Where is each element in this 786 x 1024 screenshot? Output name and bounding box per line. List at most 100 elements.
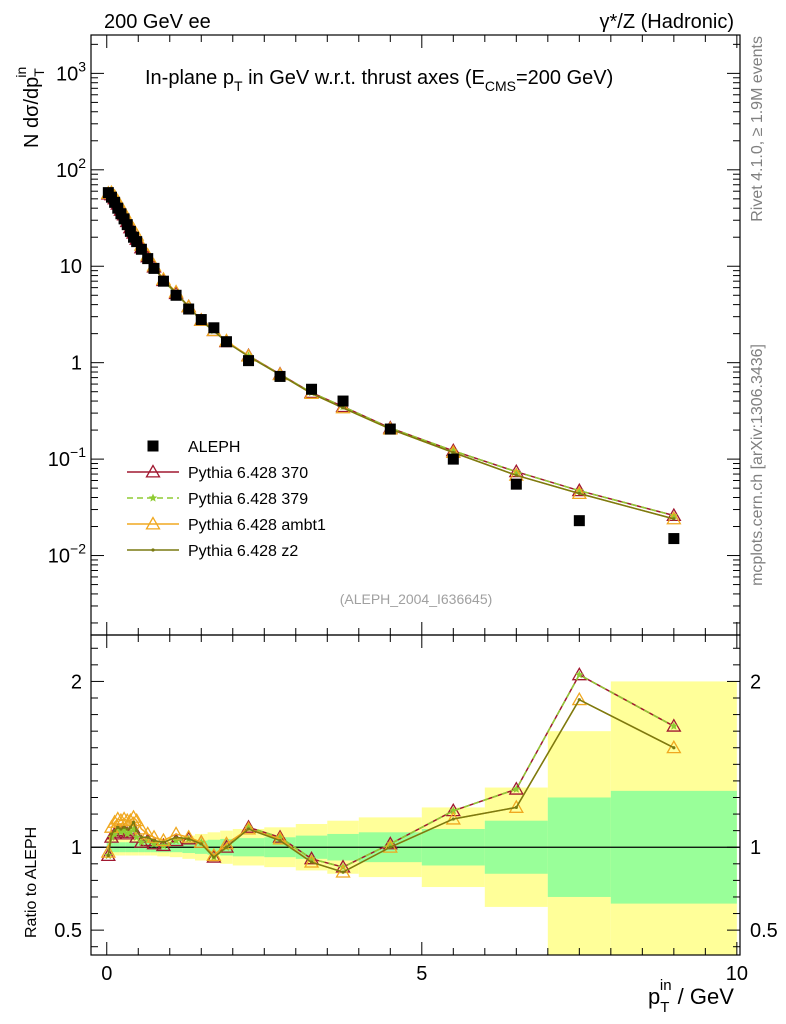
ratio-data-point <box>146 835 150 839</box>
data-point <box>451 450 455 455</box>
ratio-data-point <box>119 826 129 835</box>
data-point <box>121 219 133 231</box>
ratio-data-point <box>139 835 144 839</box>
legend-label: Pythia 6.428 ambt1 <box>188 517 326 534</box>
ratio-data-point <box>187 837 191 841</box>
data-point <box>510 478 522 490</box>
ratio-data-point <box>109 832 114 836</box>
ratio-data-point <box>278 838 282 843</box>
ratio-data-point <box>571 691 587 706</box>
legend: ALEPH Pythia 6.428 370 Pythia 6.428 379 Pyt… <box>127 439 326 560</box>
y-tick-label: 10−1 <box>48 444 86 471</box>
ratio-data-point <box>666 739 682 754</box>
data-point <box>112 202 124 214</box>
ratio-data-point <box>272 831 288 845</box>
ratio-data-point <box>341 870 345 874</box>
ratio-data-point <box>116 825 120 829</box>
analysis-watermark: (ALEPH_2004_I636645) <box>340 591 493 607</box>
data-point <box>183 303 195 315</box>
ratio-data-point <box>514 805 518 810</box>
x-tick-label: 0 <box>101 963 112 985</box>
main-title: In-plane pT in GeV w.r.t. thrust axes (E… <box>145 67 613 94</box>
ratio-data-point <box>246 827 251 831</box>
data-point <box>135 243 147 255</box>
ratio-data-point <box>129 824 138 833</box>
ratio-data-point <box>575 670 584 679</box>
ratio-data-point <box>240 821 257 835</box>
data-point <box>220 336 232 348</box>
data-point <box>142 253 154 265</box>
header-left-title: 200 GeV ee <box>104 11 211 33</box>
data-point <box>274 370 286 382</box>
ratio-data-point <box>119 827 123 831</box>
data-point <box>131 236 143 248</box>
data-point <box>148 262 160 274</box>
data-point <box>575 486 584 495</box>
data-point <box>118 213 130 225</box>
ratio-data-point <box>123 829 132 838</box>
ratio-data-point <box>116 827 126 836</box>
y-tick-label: 10 <box>60 256 82 278</box>
ratio-y-tick-label: 1 <box>71 837 82 859</box>
data-point <box>573 515 585 527</box>
legend-label: Pythia 6.428 370 <box>188 465 308 482</box>
ratio-data-point <box>133 821 150 835</box>
legend-marker <box>145 464 161 478</box>
ratio-plot-area: 2 2 1 1 0.5 0.5 0 5 10 <box>54 635 778 985</box>
main-ylabel: N dσ/dpTin <box>13 67 47 148</box>
ratio-y-tick-label-right: 0.5 <box>750 920 778 942</box>
ratio-y-tick-label-right: 2 <box>750 671 761 693</box>
ratio-data-point <box>669 721 679 730</box>
legend-marker <box>147 440 159 452</box>
ratio-y-tick-label: 0.5 <box>54 920 82 942</box>
ratio-data-point <box>212 855 216 859</box>
ratio-data-point <box>155 832 172 847</box>
y-tick-label: 102 <box>56 155 86 182</box>
ratio-data-point <box>193 834 209 848</box>
data-point <box>337 395 349 407</box>
ratio-data-point <box>388 845 392 849</box>
ratio-data-point <box>449 806 458 815</box>
x-tick-label: 10 <box>726 963 748 985</box>
ratio-data-point <box>303 854 320 868</box>
ratio-y-tick-label: 2 <box>71 671 82 693</box>
data-point <box>672 517 676 521</box>
data-point <box>109 196 121 208</box>
data-point <box>170 289 182 301</box>
ratio-data-point <box>132 832 141 841</box>
data-point <box>306 383 318 395</box>
ratio-data-point <box>181 829 197 843</box>
ratio-data-point <box>508 799 524 813</box>
ratio-data-point <box>137 837 146 846</box>
data-point <box>243 355 255 367</box>
ratio-series-line <box>107 698 675 873</box>
ratio-data-point <box>386 839 395 848</box>
data-point <box>668 533 680 545</box>
ratio-data-point <box>224 845 229 849</box>
ratio-data-point <box>149 839 159 848</box>
data-point <box>384 423 396 435</box>
ratio-data-point <box>122 825 126 829</box>
data-point <box>341 406 345 410</box>
data-point <box>514 473 518 477</box>
data-point <box>157 275 169 287</box>
ratio-data-point <box>672 746 676 750</box>
legend-marker <box>151 548 155 552</box>
x-axis-label: pTin / GeV <box>648 977 734 1016</box>
ratio-y-tick-label-right: 1 <box>750 837 761 859</box>
ratio-data-point <box>135 829 139 833</box>
y-tick-label: 1 <box>71 353 82 375</box>
ratio-data-point <box>152 838 156 843</box>
ratio-data-point <box>110 829 119 838</box>
ratio-data-point <box>275 832 285 841</box>
ratio-data-point <box>131 820 136 824</box>
data-point <box>208 322 220 334</box>
ratio-data-point <box>113 829 117 833</box>
y-tick-label: 103 <box>56 58 86 85</box>
legend-marker <box>145 516 161 530</box>
ratio-data-point <box>129 812 145 827</box>
ratio-data-point <box>125 827 129 831</box>
data-point <box>449 446 458 455</box>
ratio-ylabel: Ratio to ALEPH <box>23 827 40 938</box>
